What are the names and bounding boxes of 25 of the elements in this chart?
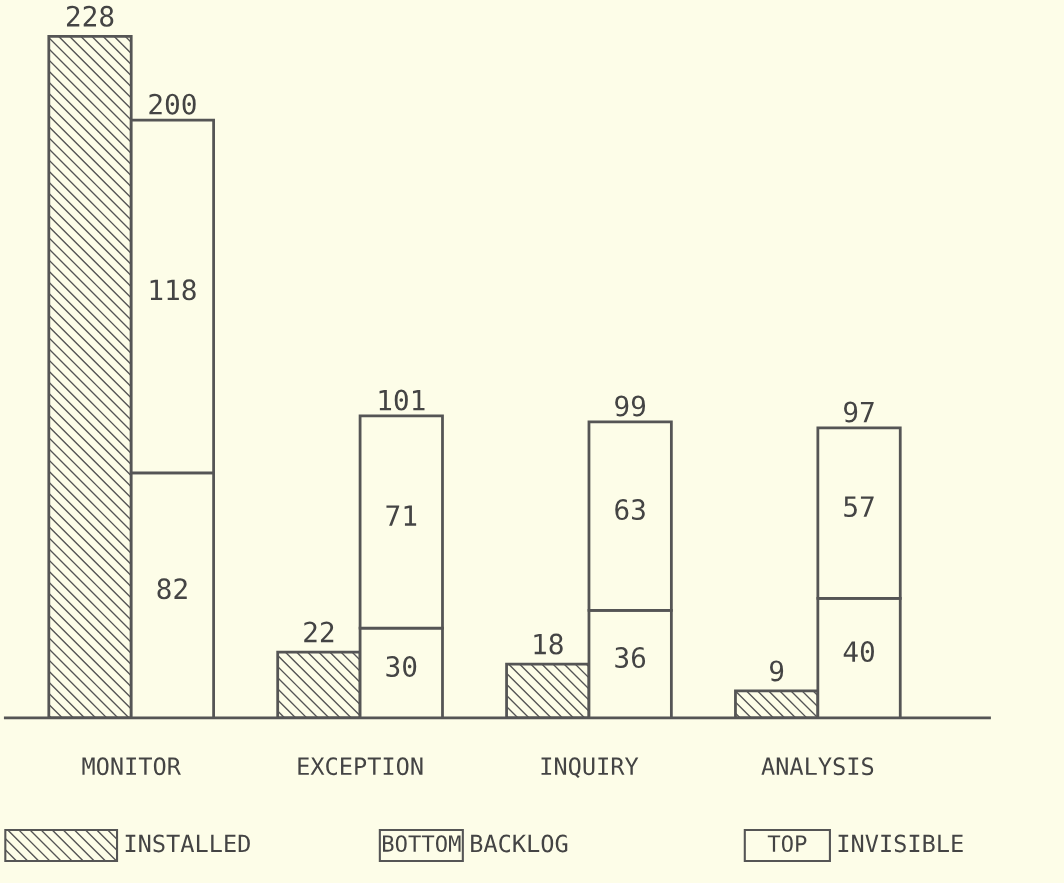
data-label: 18 xyxy=(534,633,563,655)
legend-label: INVISIBLE xyxy=(838,834,963,853)
text: TOP xyxy=(767,835,807,852)
data-label: 9 xyxy=(770,660,784,682)
data-label: 228 xyxy=(66,5,114,27)
data-label: 36 xyxy=(615,647,646,669)
total-label: 101 xyxy=(379,389,425,411)
x-tick-label: INQUIRY xyxy=(541,757,639,778)
x-tick-label: MONITOR xyxy=(82,757,181,776)
data-label: 71 xyxy=(386,505,417,526)
data-label: 118 xyxy=(150,279,196,301)
data-label: 22 xyxy=(304,621,334,643)
data-label: 40 xyxy=(843,641,874,663)
data-label: 82 xyxy=(157,578,187,600)
data-label: 30 xyxy=(386,656,417,678)
data-label: 63 xyxy=(615,499,645,521)
legend-label: INSTALLED xyxy=(125,834,250,853)
total-label: 97 xyxy=(844,401,874,423)
x-tick-label: EXCEPTION xyxy=(298,757,423,776)
x-tick-label: ANALYSIS xyxy=(761,757,874,776)
total-label: 99 xyxy=(615,395,646,417)
total-label: 200 xyxy=(149,93,196,115)
data-label: 57 xyxy=(844,496,874,518)
legend-label: BACKLOG xyxy=(471,834,568,853)
text: BOTTOM xyxy=(383,835,461,852)
